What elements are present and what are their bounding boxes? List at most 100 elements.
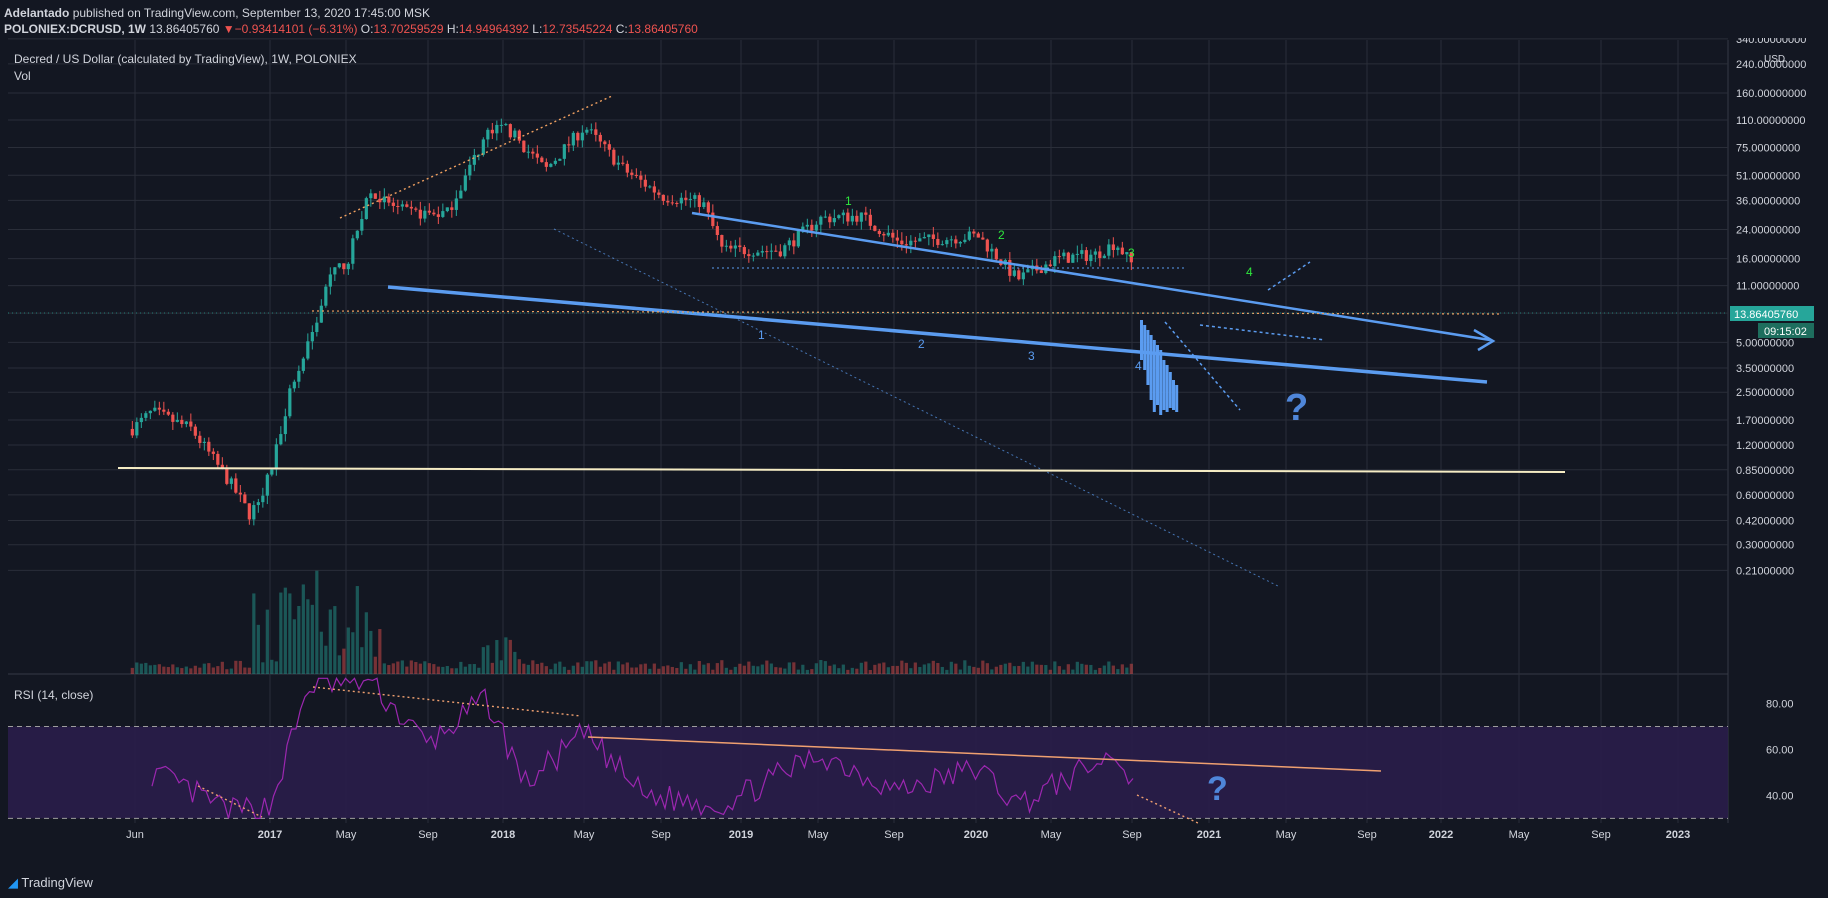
candle-body [315,322,319,332]
volume-bar [396,661,400,674]
candle-body [990,248,994,252]
wave-label-blue: 2 [918,337,925,351]
volume-bar [297,605,301,674]
candle-body [553,160,557,164]
volume-bar [288,593,292,674]
volume-bar [967,665,971,674]
rsi-tick: 60.00 [1766,745,1794,757]
question-mark-price: ? [1285,387,1308,429]
projected-bar [1172,380,1175,410]
volume-bar [216,666,220,674]
volume-bar [958,669,962,674]
volume-bar [783,668,787,674]
author[interactable]: Adelantado [4,6,70,20]
candle-body [567,144,571,146]
candle-body [211,451,215,454]
candle-body [855,215,859,222]
volume-bar [940,666,944,674]
volume-bar [445,666,449,674]
candle-body [823,216,827,218]
rsi-legend[interactable]: RSI (14, close) [14,688,94,702]
volume-bar [171,664,175,674]
volume-bar [999,664,1003,674]
volume-bar [535,663,539,674]
candle-body [963,239,967,242]
candle-body [445,207,449,212]
volume-bar [580,666,584,674]
volume-bar [864,661,868,674]
price-tick: 1.20000000 [1736,440,1794,452]
candle-body [427,210,431,213]
candle-body [954,239,958,244]
candle-body [733,245,737,249]
volume-bar [130,667,134,674]
candle-body [778,251,782,257]
volume-bar [549,669,553,674]
volume-bar [886,667,890,674]
header-line-2: POLONIEX:DCRUSD, 1W 13.86405760 ▼−0.9341… [4,22,698,36]
candle-body [922,237,926,239]
volume-bar [346,627,350,674]
candle-body [769,250,773,252]
candle-body [135,422,139,436]
volume-bar [778,667,782,674]
candle-body [760,251,764,253]
rsi-pane: ? [8,676,1728,824]
projected-bar [1152,340,1156,412]
candle-body [1026,269,1030,273]
volume-legend[interactable]: Vol [14,69,31,83]
candle-body [256,502,260,506]
volume-bar [310,604,314,674]
symbol[interactable]: POLONIEX:DCRUSD, 1W [4,22,147,36]
candle-body [360,219,364,231]
volume-bar [589,661,593,674]
candle-body [297,370,301,382]
time-tick: Sep [884,829,904,841]
candle-body [157,407,161,410]
time-tick: May [1041,829,1062,841]
volume-bar [283,587,287,674]
time-tick: May [1509,829,1530,841]
candle-body [373,193,377,199]
candle-body [1012,270,1016,276]
volume-bar [175,667,179,674]
time-tick: May [336,829,357,841]
volume-bar [409,660,413,674]
volume-bar [949,661,953,674]
volume-bar [526,664,530,674]
volume-bar [616,661,620,674]
volume-bar [895,665,899,674]
candle-body [243,494,247,504]
volume-bar [679,662,683,674]
candle-body [1084,250,1088,261]
candle-body [531,151,535,154]
candle-body [1107,244,1111,256]
tradingview-brand[interactable]: ◢ TradingView [8,875,93,891]
volume-bar [607,661,611,674]
candle-body [265,474,269,496]
volume-bar [594,660,598,674]
candle-body [931,234,935,239]
volume-bar [1116,669,1120,674]
candle-body [310,331,314,342]
candle-body [985,239,989,252]
volume-bar [675,668,679,674]
volume-bar [306,599,310,674]
wave-label-green: 4 [1246,265,1253,279]
volume-bar [234,660,238,674]
candle-body [319,305,323,323]
candle-body [225,468,229,484]
candle-body [711,212,715,227]
candle-body [441,211,445,217]
price-tick: 160.00000000 [1736,88,1806,100]
volume-bar [450,668,454,674]
last-price: 13.86405760 [149,22,220,36]
candle-body [1048,264,1052,267]
volume-bar [576,662,580,674]
volume-bar [1017,665,1021,674]
chart-title[interactable]: Decred / US Dollar (calculated by Tradin… [14,52,357,66]
o-label: O: [360,22,374,36]
candle-body [436,214,440,217]
candle-body [544,162,548,167]
